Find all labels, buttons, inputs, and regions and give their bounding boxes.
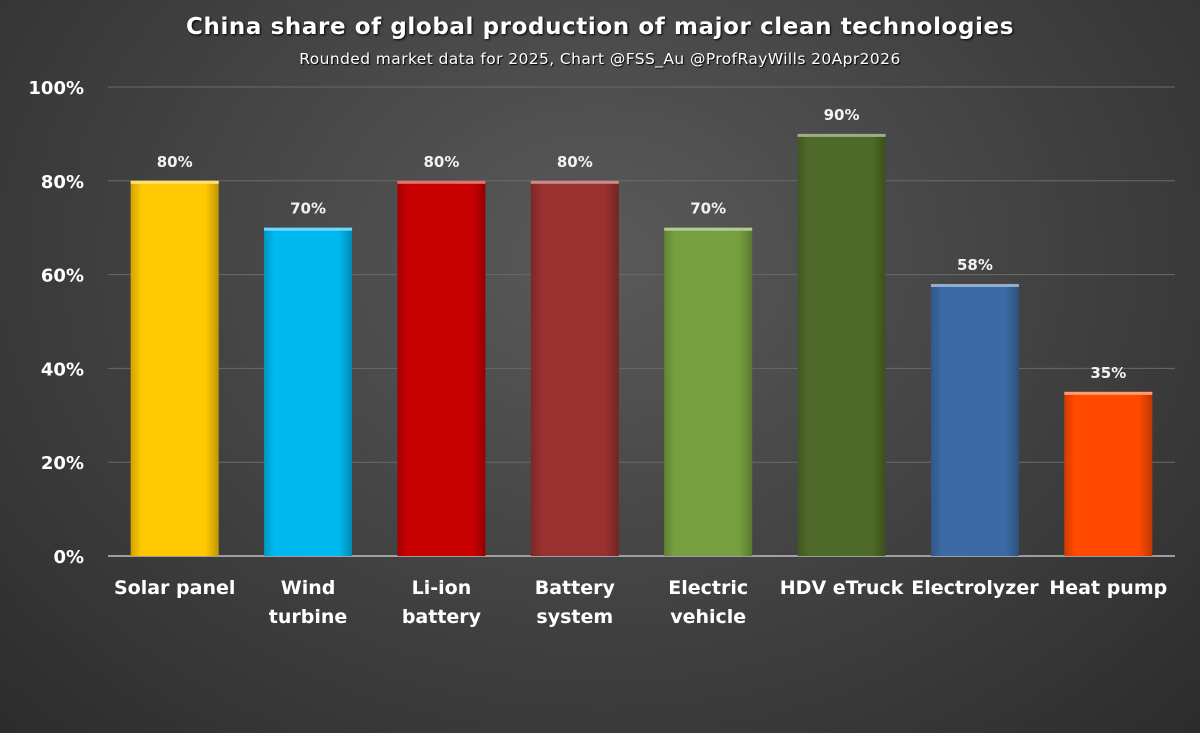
bar-highlight bbox=[930, 283, 1019, 287]
y-tick-label: 60% bbox=[41, 266, 84, 287]
bar bbox=[930, 283, 1019, 556]
chart-title: China share of global production of majo… bbox=[185, 14, 1014, 40]
bar-highlight bbox=[664, 227, 753, 231]
data-label: 80% bbox=[557, 153, 593, 171]
bar bbox=[664, 227, 753, 556]
y-tick-label: 40% bbox=[41, 359, 84, 380]
x-tick-label: Electric vehicle bbox=[668, 577, 748, 628]
data-label: 70% bbox=[690, 200, 726, 218]
data-label: 35% bbox=[1090, 364, 1126, 382]
data-label: 58% bbox=[957, 256, 993, 274]
bar-highlight bbox=[397, 180, 486, 184]
x-tick-label: Solar panel bbox=[114, 577, 235, 599]
x-tick-label: Li-ion battery bbox=[402, 577, 482, 628]
bar bbox=[1064, 391, 1153, 556]
chart-subtitle: Rounded market data for 2025, Chart @FSS… bbox=[299, 50, 901, 68]
bar bbox=[264, 227, 353, 556]
bar bbox=[530, 180, 619, 557]
bar-highlight bbox=[530, 180, 619, 184]
bar-highlight bbox=[264, 227, 353, 231]
data-label: 80% bbox=[423, 153, 459, 171]
bar-highlight bbox=[130, 180, 219, 184]
data-label: 80% bbox=[157, 153, 193, 171]
data-label: 90% bbox=[824, 106, 860, 124]
x-tick-label: HDV eTruck bbox=[780, 577, 904, 599]
y-tick-label: 100% bbox=[28, 78, 84, 99]
y-tick-label: 20% bbox=[41, 453, 84, 474]
data-label: 70% bbox=[290, 200, 326, 218]
x-tick-label: Battery system bbox=[535, 577, 616, 628]
bar bbox=[397, 180, 486, 557]
x-tick-label: Electrolyzer bbox=[911, 577, 1039, 599]
x-tick-label: Heat pump bbox=[1049, 577, 1167, 599]
x-tick-label: Wind turbine bbox=[269, 577, 348, 628]
y-tick-label: 0% bbox=[53, 547, 84, 568]
bar-highlight bbox=[1064, 391, 1153, 395]
bar bbox=[797, 133, 886, 556]
bar-highlight bbox=[797, 133, 886, 137]
bar bbox=[130, 180, 219, 557]
y-tick-label: 80% bbox=[41, 172, 84, 193]
